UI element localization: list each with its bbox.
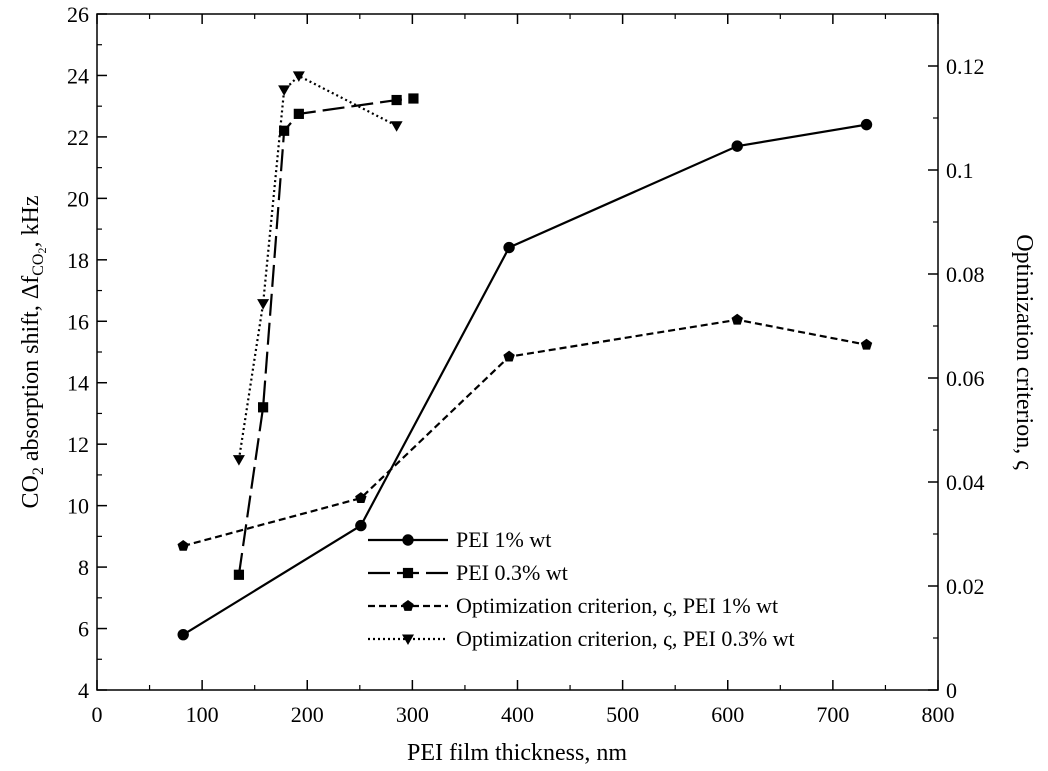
legend: PEI 1% wt PEI 0.3% wt Optimization criteri… [368,527,795,651]
y-right-tick-label: 0.1 [946,158,974,183]
y-right-tick-label: 0.08 [946,262,985,287]
legend-marker [402,634,414,645]
y-left-tick-label: 6 [78,617,89,642]
legend-entry: PEI 1% wt [368,527,551,552]
x-tick-label: 400 [501,702,534,727]
legend-entry: Optimization criterion, ς, PEI 0.3% wt [368,626,795,651]
data-point [860,338,873,350]
legend-marker [402,567,414,579]
data-point [257,402,269,413]
y-left-title-mid-sub: CO [30,253,47,275]
y-left-tick-label: 14 [67,371,89,396]
data-point [177,628,189,641]
data-point [408,93,419,104]
y-left-tick-label: 8 [78,555,89,580]
y-right-tick-label: 0 [946,678,957,703]
y-left-tick-label: 24 [67,63,89,88]
series-line [182,318,867,548]
series-line [182,123,867,636]
data-point [293,108,304,119]
legend-entry: Optimization criterion, ς, PEI 1% wt [368,593,778,618]
y-left-tick-label: 12 [67,432,89,457]
series-1 [177,118,873,641]
data-point [279,125,290,136]
data-point [278,85,291,96]
x-tick-label: 600 [711,702,744,727]
legend-marker [402,534,414,546]
data-point [860,118,873,131]
data-point [232,455,245,466]
data-point [233,569,245,580]
y-right-tick-label: 0.12 [946,54,985,79]
x-tick-label: 800 [922,702,955,727]
legend-label: Optimization criterion, ς, PEI 0.3% wt [456,626,795,651]
series-4 [232,71,403,466]
y-left-title-mid: absorption shift, Δf [18,276,44,467]
y-right-tick-label: 0.02 [946,574,985,599]
legend-marker [402,600,414,611]
y-right-tick-label: 0.04 [946,470,985,495]
legend-entry: PEI 0.3% wt [368,560,568,585]
x-tick-label: 100 [186,702,219,727]
data-point [355,492,367,503]
y-left-title-mid-subsub: 2 [35,247,49,253]
y-left-tick-label: 18 [67,248,89,273]
y-left-axis-title: CO2 absorption shift, ΔfCO2, kHz [18,196,49,509]
series-3 [177,313,873,551]
x-tick-label: 300 [396,702,429,727]
y-left-title-prefix-sub: 2 [30,467,47,475]
plot-frame [96,13,939,691]
y-left-tick-label: 16 [67,309,89,334]
x-tick-label: 200 [291,702,324,727]
y-left-tick-label: 20 [67,186,89,211]
data-point [731,313,743,325]
x-tick-label: 0 [92,702,103,727]
series-line [237,97,414,575]
x-tick-label: 500 [606,702,639,727]
x-tick-label: 700 [816,702,849,727]
y-right-tick-label: 0.06 [946,366,985,391]
data-point [355,519,367,532]
legend-label: PEI 0.3% wt [456,560,568,585]
data-point [390,121,403,132]
data-point [177,539,189,551]
legend-label: PEI 1% wt [456,527,551,552]
data-point [731,140,743,152]
y-left-title-suffix: , kHz [18,196,44,248]
data-point [292,71,305,82]
y-left-tick-label: 4 [78,678,89,703]
data-point [257,299,270,310]
series-line [237,74,398,460]
series-2 [233,93,419,580]
data-point [503,350,515,362]
y-left-tick-label: 10 [67,494,89,519]
y-right-axis-title: Optimization criterion, ς [1011,234,1037,470]
y-left-tick-label: 26 [67,2,89,27]
y-left-tick-label: 22 [67,125,89,150]
ticks: 0 100 200 300 400 500 600 700 800468101214161820… [67,2,985,727]
legend-label: Optimization criterion, ς, PEI 1% wt [456,593,778,618]
data-point [503,241,515,254]
y-left-title-prefix: CO [18,475,44,508]
data-point [391,94,402,106]
x-axis-title: PEI film thickness, nm [407,740,627,766]
series-layer [177,71,873,641]
